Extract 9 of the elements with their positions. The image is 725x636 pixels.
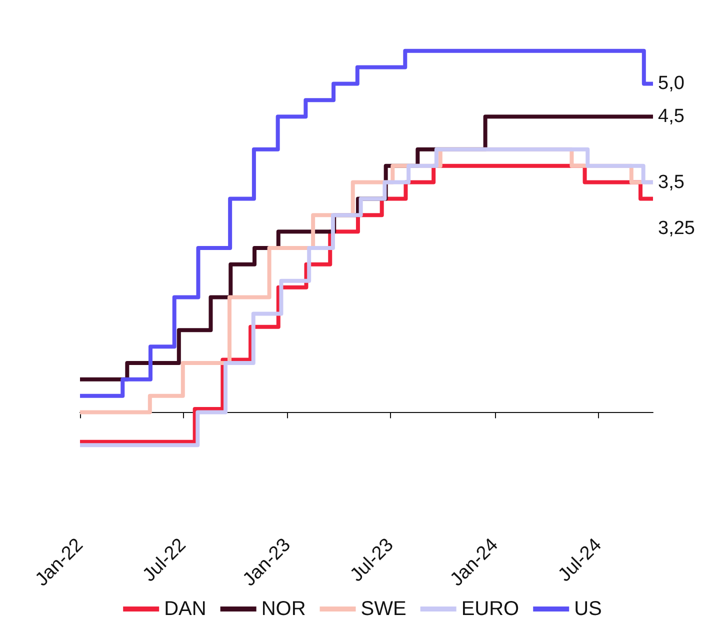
legend-label: EURO <box>461 598 520 620</box>
data-label: 4,5 <box>658 106 684 128</box>
data-label: 5,0 <box>658 73 684 94</box>
legend-label: SWE <box>360 598 406 620</box>
legend-label: NOR <box>261 598 306 620</box>
legend-label: DAN <box>164 598 206 620</box>
legend-label: US <box>574 598 602 620</box>
data-label: 3,5 <box>658 172 684 193</box>
data-label: 3,25 <box>658 218 695 240</box>
